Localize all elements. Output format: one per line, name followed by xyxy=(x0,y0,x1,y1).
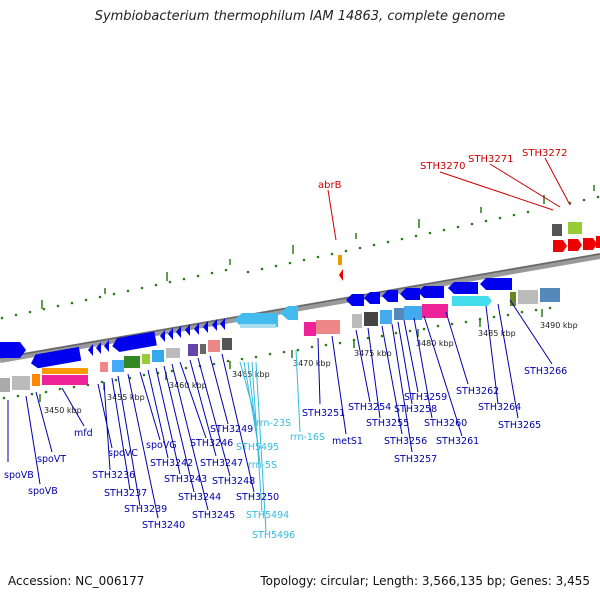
gene-label: STH3245 xyxy=(192,510,235,521)
gene-label: spoVG xyxy=(146,440,177,451)
gene-label: STH3237 xyxy=(104,488,147,499)
gene-label: STH5495 xyxy=(236,442,279,453)
tick-marks-top xyxy=(41,185,595,309)
accession-label: Accession: NC_006177 xyxy=(8,574,145,588)
gene-label: STH3246 xyxy=(190,438,233,449)
gene-label: STH3258 xyxy=(394,404,437,415)
gene-label: STH3242 xyxy=(150,458,193,469)
cyan-leader-lines xyxy=(239,349,301,533)
blue-labels: spoVB spoVT spoVB mfd spoVC STH3236 STH3… xyxy=(4,366,567,531)
gene-label: STH3249 xyxy=(210,424,253,435)
gene-label-STH3272: STH3272 xyxy=(522,148,567,159)
blue-leader-lines xyxy=(7,299,553,519)
kbp-label: 3480 kbp xyxy=(416,339,454,348)
gene-label: STH3264 xyxy=(478,402,521,413)
kbp-label: 3475 kbp xyxy=(354,349,392,358)
gene-label: STH3251 xyxy=(302,408,345,419)
gene-label: spoVB xyxy=(28,486,58,497)
red-labels: abrB STH3270 STH3271 STH3272 xyxy=(318,148,567,191)
genome-backbone xyxy=(0,253,600,363)
kbp-label: 3470 kbp xyxy=(293,359,331,368)
gene-label: STH3259 xyxy=(404,392,447,403)
gene-label: STH3255 xyxy=(366,418,409,429)
top-strand-genes xyxy=(338,222,600,281)
cyan-gene-arrows xyxy=(234,296,492,327)
gene-label: STH3243 xyxy=(164,474,207,485)
gene-label: rrn-16S xyxy=(290,432,325,443)
topology-label: Topology: circular; Length: 3,566,135 bp… xyxy=(260,574,590,588)
gene-label: STH3262 xyxy=(456,386,499,397)
gene-label: STH3265 xyxy=(498,420,541,431)
gene-label: STH3244 xyxy=(178,492,221,503)
kbp-label: 3485 kbp xyxy=(478,329,516,338)
tick-row-bottom xyxy=(2,306,552,400)
gene-label: STH3250 xyxy=(236,492,279,503)
gene-label: STH3239 xyxy=(124,504,167,515)
gene-label: spoVT xyxy=(37,454,66,465)
colored-gene-boxes xyxy=(0,288,560,392)
gene-label: rrn-23S xyxy=(256,418,291,429)
gene-label: metS1 xyxy=(332,436,363,447)
kbp-label: 3465 kbp xyxy=(232,370,270,379)
gene-label: STH3257 xyxy=(394,454,437,465)
gene-label: STH5494 xyxy=(246,510,289,521)
gene-label: spoVB xyxy=(4,470,34,481)
gene-label-STH3271: STH3271 xyxy=(468,154,513,165)
map-title: Symbiobacterium thermophilum IAM 14863, … xyxy=(94,9,506,24)
cyan-labels: rrn-23S rrn-16S STH5495 rrn-5S STH5494 S… xyxy=(236,418,325,541)
kbp-label: 3490 kbp xyxy=(540,321,578,330)
gene-label: STH3256 xyxy=(384,436,427,447)
gene-label-abrB: abrB xyxy=(318,180,342,191)
kbp-label: 3450 kbp xyxy=(44,406,82,415)
gene-label: STH3247 xyxy=(200,458,243,469)
tick-row-top xyxy=(0,195,600,320)
gene-label: STH3236 xyxy=(92,470,135,481)
gene-label: STH3254 xyxy=(348,402,391,413)
gene-label: STH3248 xyxy=(212,476,255,487)
gene-label: rrn-5S xyxy=(248,460,277,471)
gene-label-STH3270: STH3270 xyxy=(420,161,465,172)
kbp-label: 3455 kbp xyxy=(107,393,145,402)
red-leader-lines xyxy=(327,157,571,241)
gene-label: STH3260 xyxy=(424,418,467,429)
gene-label: spoVC xyxy=(108,448,138,459)
gene-label: STH3240 xyxy=(142,520,185,531)
gene-label: mfd xyxy=(74,428,93,439)
blue-gene-arrows xyxy=(0,278,512,369)
gene-label: STH5496 xyxy=(252,530,295,541)
gene-label: STH3261 xyxy=(436,436,479,447)
gene-label: STH3266 xyxy=(524,366,567,377)
